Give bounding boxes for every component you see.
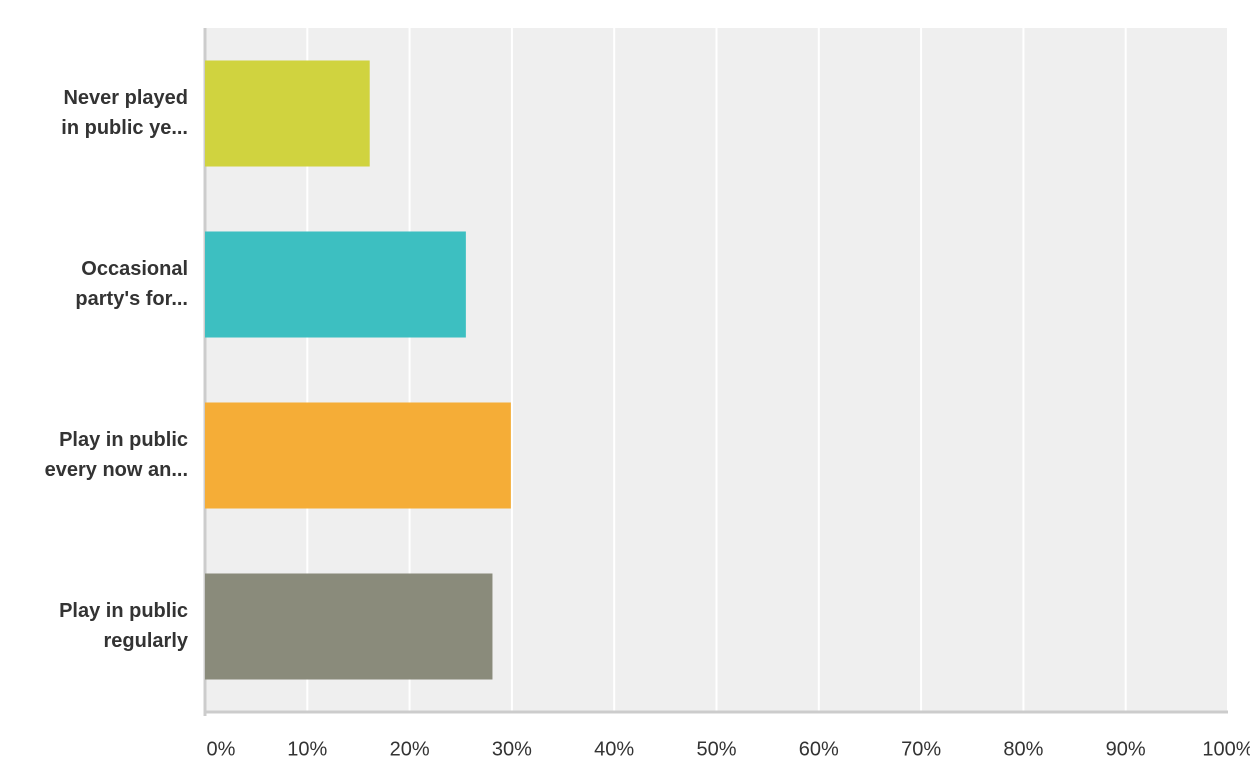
x-tick-label: 80% bbox=[1003, 738, 1043, 760]
x-tick-label: 90% bbox=[1106, 738, 1146, 760]
x-tick-label: 0% bbox=[207, 738, 236, 760]
x-tick-label: 60% bbox=[799, 738, 839, 760]
category-label: in public ye... bbox=[61, 117, 188, 139]
category-label: Occasional bbox=[81, 258, 188, 280]
x-tick-label: 100% bbox=[1202, 738, 1250, 760]
category-label: every now an... bbox=[45, 459, 188, 481]
x-tick-label: 20% bbox=[390, 738, 430, 760]
x-tick-label: 30% bbox=[492, 738, 532, 760]
category-label: Play in public bbox=[59, 429, 188, 451]
bar bbox=[205, 402, 511, 509]
x-tick-label: 70% bbox=[901, 738, 941, 760]
x-tick-label: 50% bbox=[696, 738, 736, 760]
bar bbox=[205, 231, 466, 338]
category-label: party's for... bbox=[75, 288, 188, 310]
x-tick-label: 40% bbox=[594, 738, 634, 760]
x-tick-label: 10% bbox=[287, 738, 327, 760]
category-label: regularly bbox=[104, 630, 189, 652]
category-label: Play in public bbox=[59, 600, 188, 622]
bar bbox=[205, 573, 493, 680]
category-label: Never played bbox=[63, 87, 188, 109]
bar bbox=[205, 60, 370, 167]
